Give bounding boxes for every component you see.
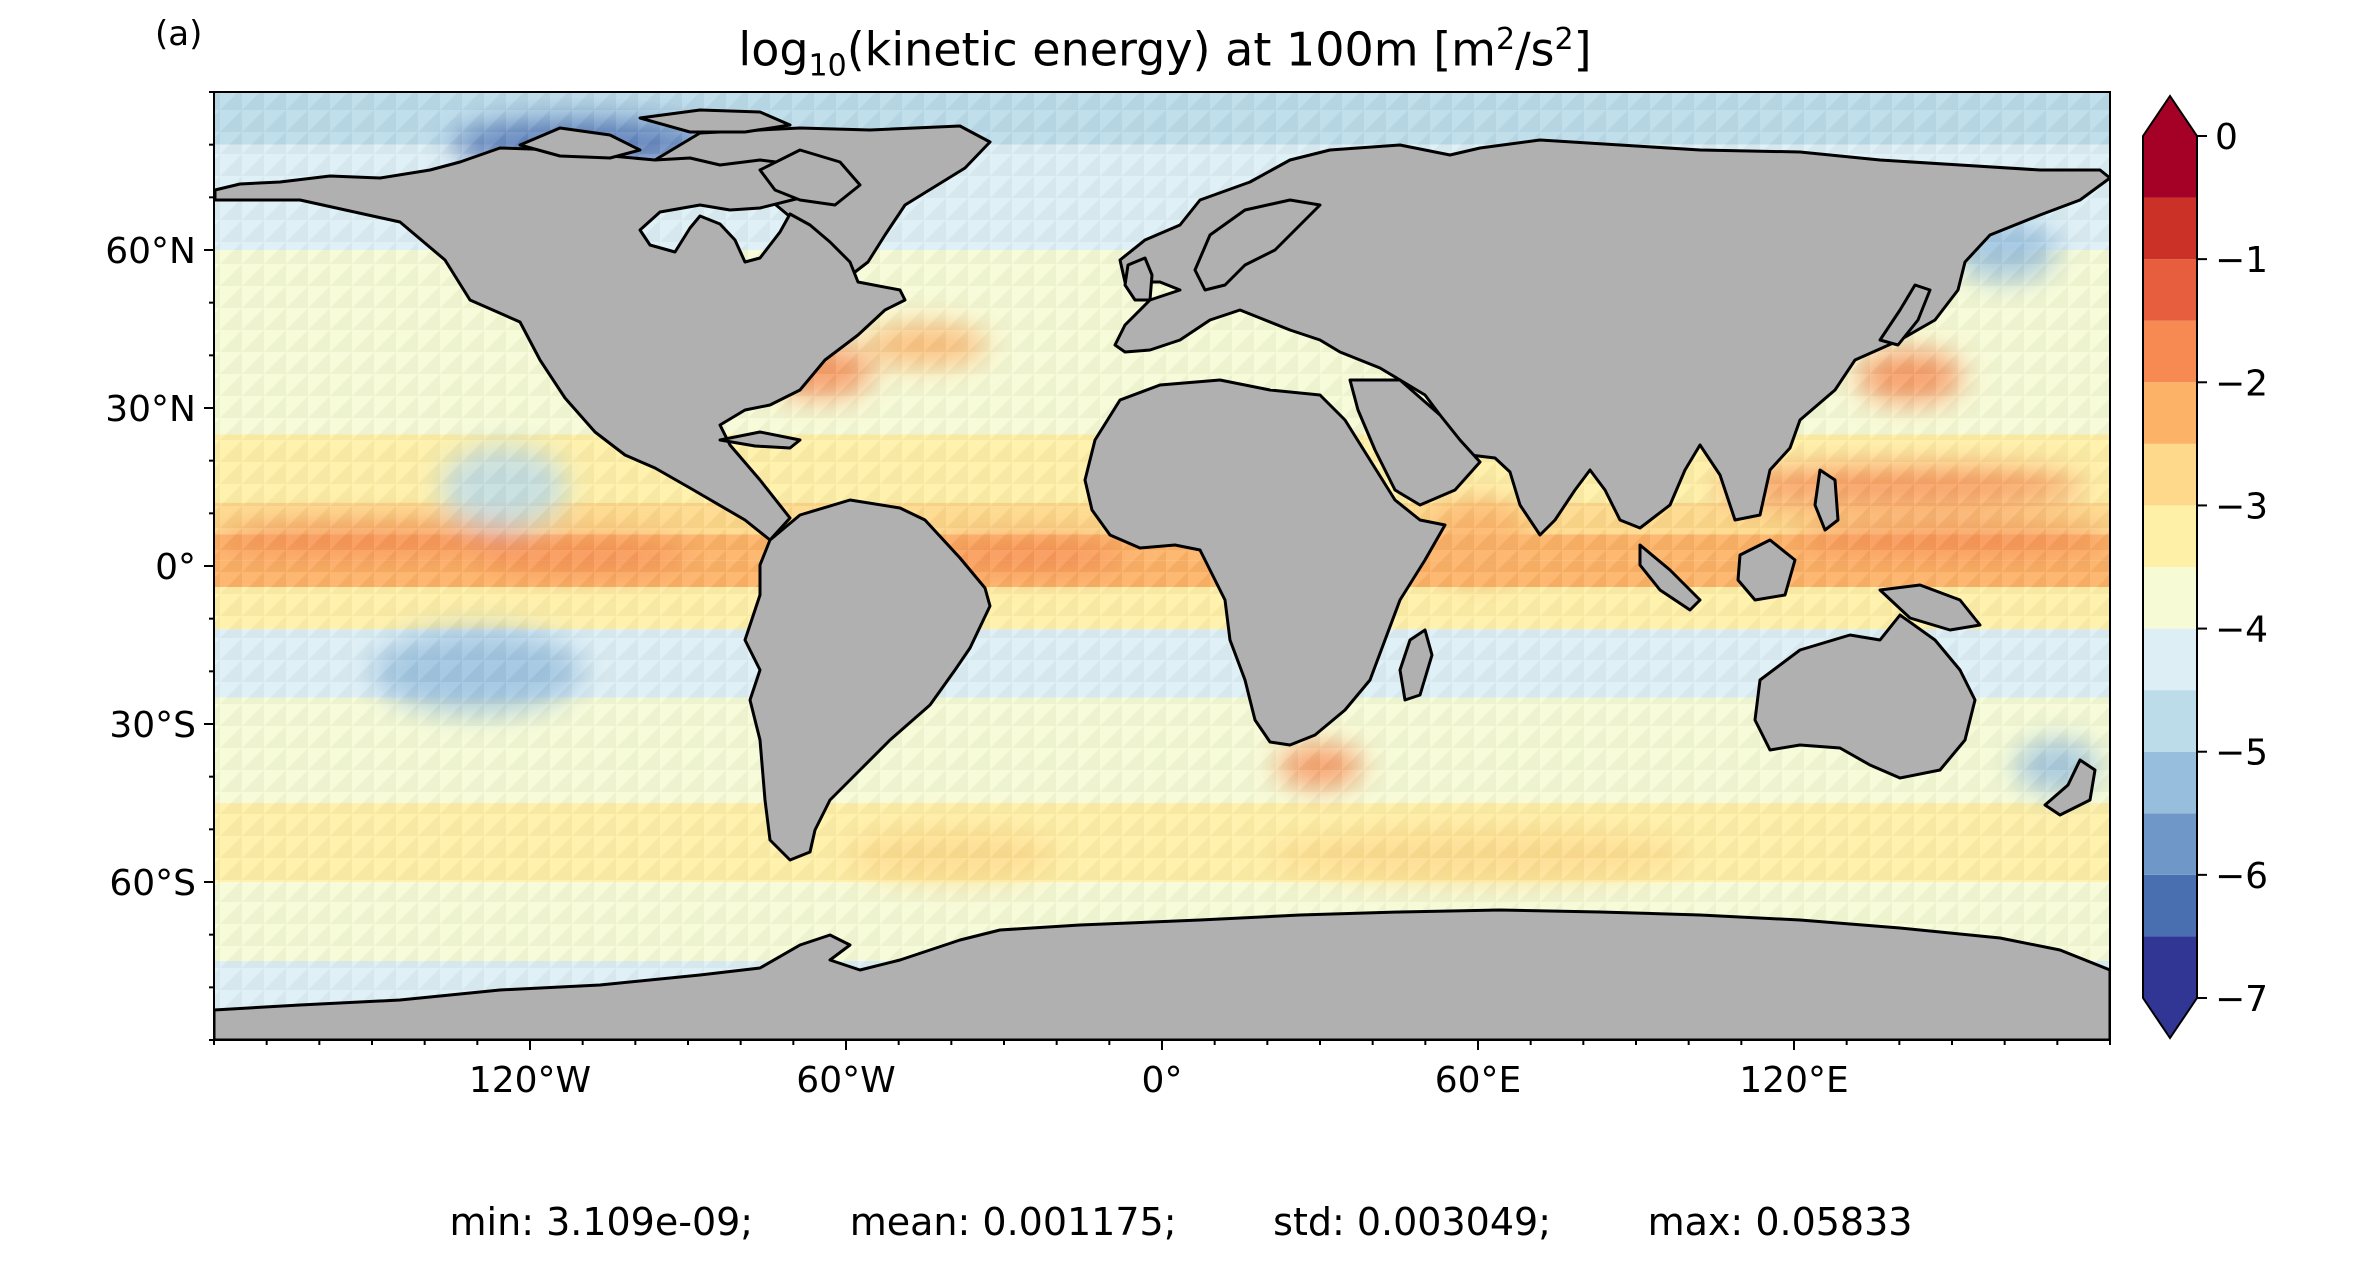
land-philippines: [1813, 468, 1840, 532]
land-africa: [1083, 378, 1447, 747]
colorbar-tick-label: −2: [2215, 363, 2268, 404]
x-tick-label: 120°E: [1739, 1060, 1848, 1101]
colorbar-segment: [2143, 320, 2197, 383]
title-suffix: ]: [1573, 22, 1592, 77]
colorbar-segment: [2143, 936, 2197, 998]
colorbar-segment: [2143, 197, 2197, 260]
colorbar-segment: [2143, 567, 2197, 629]
title-subscript: 10: [808, 48, 847, 84]
colorbar-segment: [2143, 751, 2197, 814]
colorbar-segment: [2143, 136, 2197, 198]
land-south-america: [743, 498, 992, 862]
title-middle-2: /s: [1515, 22, 1555, 77]
colorbar-segment: [2143, 813, 2197, 875]
southern-edge: [214, 1012, 2110, 1040]
colorbar-segment: [2143, 628, 2197, 691]
land-eurasia: [1113, 138, 2110, 537]
land-australia: [1753, 613, 1977, 780]
land-arctic-islands-2: [638, 108, 792, 134]
x-tick-label: 0°: [1142, 1060, 1183, 1101]
y-tick-label: 30°S: [109, 705, 196, 746]
colorbar-tick-label: −5: [2215, 733, 2268, 774]
stat-mean: mean: 0.001175;: [849, 1200, 1177, 1244]
plot-title: log10(kinetic energy) at 100m [m2/s2]: [215, 22, 2115, 84]
stat-min: min: 3.109e-09;: [449, 1200, 754, 1244]
colorbar-segment: [2143, 874, 2197, 937]
x-tick-label: 60°E: [1435, 1060, 1522, 1101]
land-baffin-island: [758, 148, 862, 207]
colorbar: 0 −1 −2 −3 −4 −5 −6 −7: [2142, 94, 2268, 1040]
land-new-guinea: [1878, 583, 1982, 632]
y-tick-label: 60°S: [109, 863, 196, 904]
x-tick-label: 60°W: [796, 1060, 895, 1101]
x-axis: 120°W 60°W 0° 60°E 120°E: [213, 1040, 2111, 1101]
land-cuba: [718, 430, 802, 450]
land-arabia: [1348, 378, 1482, 507]
colorbar-tick-label: −4: [2215, 610, 2268, 651]
colorbar-segment: [2143, 443, 2197, 506]
land-antarctica: [214, 908, 2110, 1040]
y-tick-label: 30°N: [105, 389, 196, 430]
map-area: [214, 92, 2110, 1040]
land-masses: [214, 108, 2110, 1040]
y-tick-label: 60°N: [105, 231, 196, 272]
y-axis: 60°N 30°N 0° 30°S 60°S: [105, 91, 214, 1041]
land-new-zealand: [2043, 758, 2097, 817]
colorbar-tick-label: −3: [2215, 486, 2268, 527]
land-madagascar: [1398, 628, 1434, 702]
title-superscript-1: 2: [1495, 22, 1516, 57]
land-sumatra: [1638, 543, 1702, 612]
colorbar-segment: [2143, 505, 2197, 567]
land-arctic-islands: [518, 126, 642, 160]
y-tick-label: 0°: [155, 547, 196, 588]
land-borneo: [1736, 538, 1797, 602]
colorbar-tick-label: 0: [2215, 117, 2238, 158]
colorbar-tick-label: −7: [2215, 979, 2268, 1020]
colorbar-segment: [2143, 382, 2197, 444]
x-tick-label: 120°W: [469, 1060, 591, 1101]
colorbar-tick-label: −1: [2215, 240, 2268, 281]
stats-line: min: 3.109e-09; mean: 0.001175; std: 0.0…: [0, 1200, 2362, 1244]
colorbar-segment: [2143, 259, 2197, 321]
colorbar-extend-top: [2143, 96, 2197, 136]
panel-label: (a): [155, 14, 203, 54]
title-superscript-2: 2: [1554, 22, 1574, 57]
colorbar-extend-bottom: [2143, 998, 2197, 1038]
land-japan: [1878, 283, 1932, 347]
colorbar-tick-label: −6: [2215, 856, 2268, 897]
title-middle: (kinetic energy) at 100m [m: [846, 22, 1496, 77]
land-british-isles: [1123, 256, 1154, 302]
stat-std: std: 0.003049;: [1273, 1200, 1551, 1244]
colorbar-segment: [2143, 690, 2197, 752]
land-scandinavia: [1193, 198, 1322, 292]
stat-max: max: 0.05833: [1647, 1200, 1913, 1244]
title-prefix: log: [738, 22, 809, 77]
